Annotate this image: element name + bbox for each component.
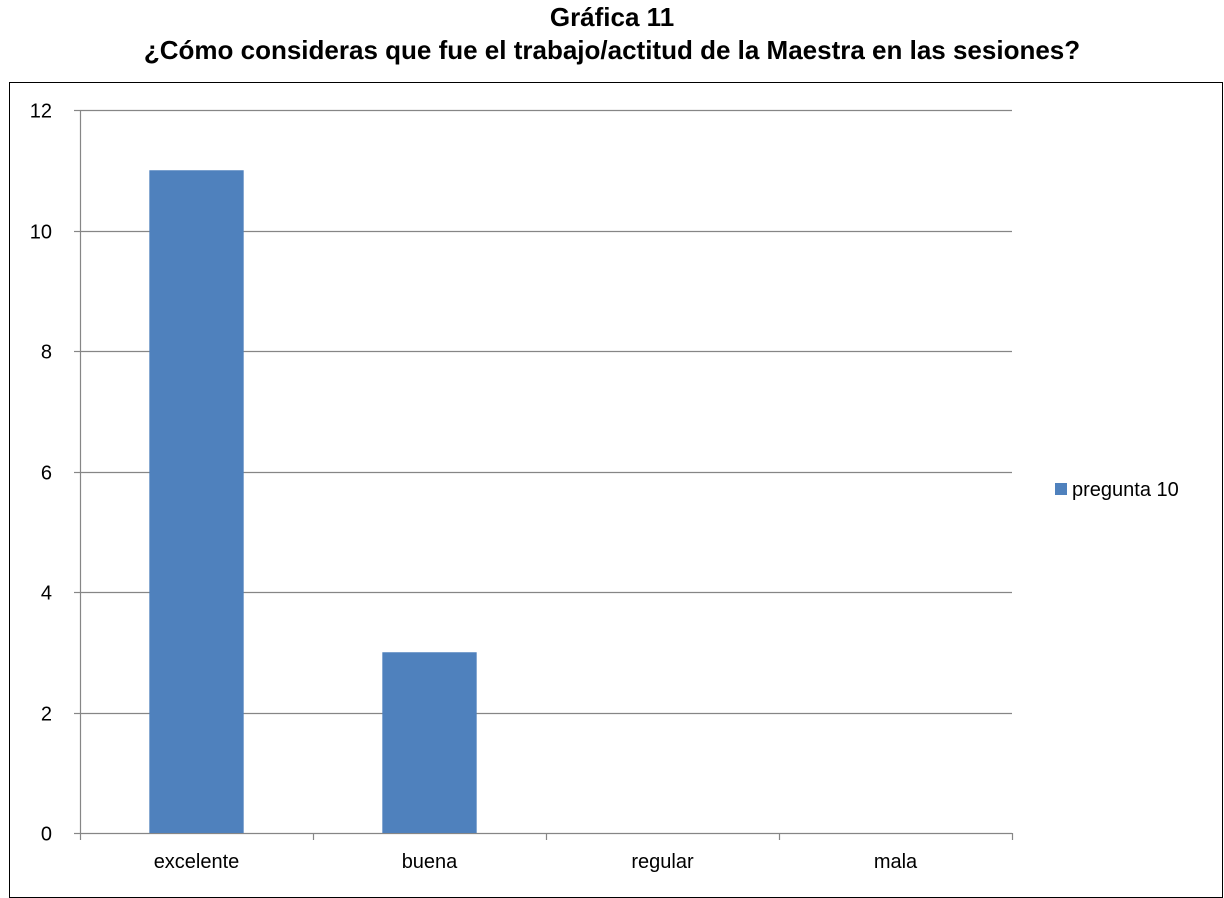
x-tick-label: mala — [874, 851, 918, 873]
y-tick-label: 0 — [41, 824, 52, 846]
y-tick-label: 10 — [30, 222, 52, 244]
y-tick-label: 12 — [30, 101, 52, 123]
y-tick-label: 8 — [41, 342, 52, 364]
y-tick-label: 4 — [41, 583, 52, 605]
x-tick-label: regular — [631, 851, 694, 873]
y-tick-label: 2 — [41, 704, 52, 726]
legend-label: pregunta 10 — [1072, 479, 1179, 501]
chart-title: Gráfica 11 — [549, 2, 675, 32]
x-tick-label: buena — [402, 851, 458, 873]
bar-buena — [382, 652, 477, 833]
bar-excelente — [149, 170, 244, 833]
legend-swatch — [1055, 483, 1067, 495]
x-tick-label: excelente — [154, 851, 240, 873]
chart-subtitle: ¿Cómo consideras que fue el trabajo/acti… — [143, 35, 1081, 65]
y-tick-label: 6 — [41, 463, 52, 485]
